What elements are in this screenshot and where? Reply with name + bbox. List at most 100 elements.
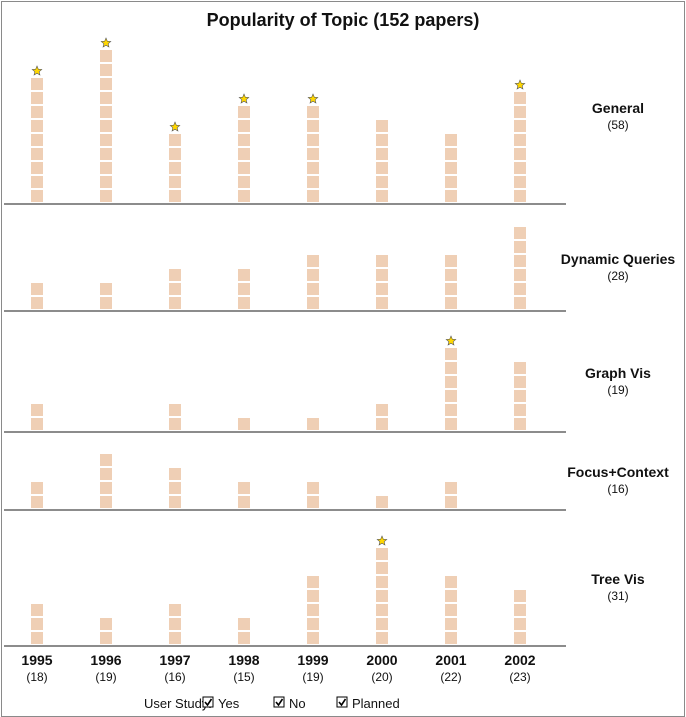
bar-block xyxy=(169,297,181,309)
bar-block xyxy=(100,78,112,90)
bar-block xyxy=(100,134,112,146)
bar-block xyxy=(514,590,526,602)
series-count: (16) xyxy=(607,482,628,496)
bar-block xyxy=(238,418,250,430)
bar-block xyxy=(514,176,526,188)
bar-block xyxy=(514,227,526,239)
bar-block xyxy=(100,454,112,466)
bar-block xyxy=(445,496,457,508)
bar-block xyxy=(238,162,250,174)
bar-block xyxy=(31,482,43,494)
bar-block xyxy=(238,618,250,630)
bar-block xyxy=(100,106,112,118)
legend-item-label: Planned xyxy=(352,696,400,711)
bar-block xyxy=(31,120,43,132)
bar-block xyxy=(169,162,181,174)
bar-block xyxy=(514,283,526,295)
star-marker xyxy=(307,93,319,104)
bar-block xyxy=(514,162,526,174)
bar-block xyxy=(445,404,457,416)
year-tick-label: 1997 xyxy=(159,652,190,668)
bar-block xyxy=(514,404,526,416)
bar-block xyxy=(100,632,112,644)
bar-block xyxy=(238,134,250,146)
bar-block xyxy=(31,176,43,188)
bar-block xyxy=(307,576,319,588)
bar-block xyxy=(307,482,319,494)
bar-block xyxy=(376,297,388,309)
series-label: Focus+Context xyxy=(567,464,669,480)
bar-block xyxy=(445,283,457,295)
bar-block xyxy=(376,269,388,281)
bar-block xyxy=(238,176,250,188)
legend-checkbox xyxy=(202,696,214,708)
bar-block xyxy=(100,482,112,494)
bar-block xyxy=(307,418,319,430)
series-label: Tree Vis xyxy=(591,571,645,587)
bar-block xyxy=(445,604,457,616)
bar-block xyxy=(31,418,43,430)
bar-block xyxy=(307,496,319,508)
legend-title: User Study: xyxy=(144,696,212,711)
year-tick-label: 1999 xyxy=(297,652,328,668)
star-marker xyxy=(376,535,388,546)
bar-block xyxy=(376,548,388,560)
legend-checkbox xyxy=(336,696,348,708)
series-label: General xyxy=(592,100,644,116)
bar-block xyxy=(31,496,43,508)
bar-block xyxy=(238,482,250,494)
year-count-label: (23) xyxy=(509,670,530,684)
bar-block xyxy=(376,134,388,146)
bar-block xyxy=(376,255,388,267)
bar-block xyxy=(100,50,112,62)
bar-block xyxy=(238,269,250,281)
bar-block xyxy=(514,134,526,146)
chart-title: Popularity of Topic (152 papers) xyxy=(207,10,480,30)
bar-block xyxy=(376,404,388,416)
bar-block xyxy=(100,162,112,174)
bar-block xyxy=(307,120,319,132)
legend-item-label: No xyxy=(289,696,306,711)
bar-block xyxy=(514,297,526,309)
bar-block xyxy=(514,269,526,281)
star-marker xyxy=(169,121,181,132)
bar-block xyxy=(307,148,319,160)
bar-block xyxy=(514,255,526,267)
bar-block xyxy=(514,632,526,644)
bar-block xyxy=(100,496,112,508)
bar-block xyxy=(169,283,181,295)
bar-block xyxy=(169,190,181,202)
bar-block xyxy=(169,496,181,508)
bar-block xyxy=(514,120,526,132)
bar-block xyxy=(100,283,112,295)
bar-block xyxy=(307,618,319,630)
series-count: (58) xyxy=(607,118,628,132)
bar-block xyxy=(100,148,112,160)
bar-block xyxy=(238,148,250,160)
bar-block xyxy=(445,632,457,644)
bar-block xyxy=(445,148,457,160)
bar-block xyxy=(376,283,388,295)
check-icon xyxy=(204,698,213,707)
bar-block xyxy=(100,297,112,309)
bar-block xyxy=(445,576,457,588)
bar-block xyxy=(31,190,43,202)
bar-block xyxy=(376,576,388,588)
bar-block xyxy=(238,496,250,508)
star-marker xyxy=(514,79,526,90)
bar-block xyxy=(307,255,319,267)
bar-block xyxy=(307,590,319,602)
bar-block xyxy=(376,190,388,202)
bar-block xyxy=(445,390,457,402)
bar-block xyxy=(376,176,388,188)
bar-block xyxy=(445,362,457,374)
bar-block xyxy=(238,297,250,309)
bar-block xyxy=(31,78,43,90)
bar-block xyxy=(514,92,526,104)
bar-block xyxy=(169,632,181,644)
bar-block xyxy=(31,632,43,644)
bar-block xyxy=(31,106,43,118)
bar-block xyxy=(445,482,457,494)
year-tick-label: 1996 xyxy=(90,652,121,668)
bar-block xyxy=(445,190,457,202)
